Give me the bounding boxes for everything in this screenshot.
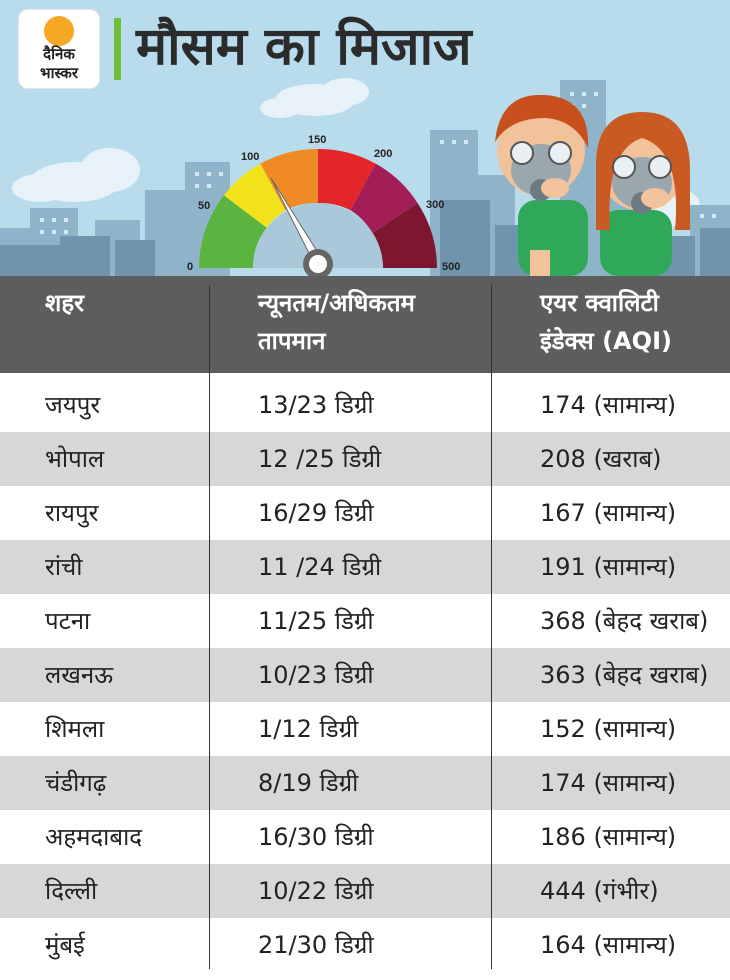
table-row: शिमला 1/12 डिग्री 152 (सामान्य) bbox=[0, 702, 730, 756]
table-row: लखनऊ 10/23 डिग्री 363 (बेहद खराब) bbox=[0, 648, 730, 702]
kid-boy-illustration bbox=[495, 94, 589, 276]
temperature-cell: 12 /25 डिग्री bbox=[258, 445, 382, 473]
temperature-cell: 13/23 डिग्री bbox=[258, 391, 374, 419]
table-row: जयपुर 13/23 डिग्री 174 (सामान्य) bbox=[0, 378, 730, 432]
header-temperature: न्यूनतम/अधिकतम तापमान bbox=[258, 289, 415, 355]
aqi-cell: 167 (सामान्य) bbox=[540, 499, 677, 527]
logo-text-line2: भास्कर bbox=[40, 64, 78, 82]
column-divider bbox=[209, 285, 210, 969]
table-row: मुंबई 21/30 डिग्री 164 (सामान्य) bbox=[0, 918, 730, 972]
city-cell: चंडीगढ़ bbox=[45, 769, 107, 797]
aqi-cell: 174 (सामान्य) bbox=[540, 769, 677, 797]
temperature-cell: 8/19 डिग्री bbox=[258, 769, 359, 797]
city-cell: शिमला bbox=[45, 715, 105, 743]
temperature-cell: 16/30 डिग्री bbox=[258, 823, 374, 851]
gauge-label-50: 50 bbox=[198, 200, 210, 212]
temperature-cell: 1/12 डिग्री bbox=[258, 715, 359, 743]
column-divider bbox=[491, 285, 492, 969]
sun-icon bbox=[44, 16, 74, 46]
header-city: शहर bbox=[45, 289, 84, 317]
city-cell: भोपाल bbox=[45, 445, 105, 473]
gauge-label-500: 500 bbox=[442, 261, 460, 273]
table-row: दिल्ली 10/22 डिग्री 444 (गंभीर) bbox=[0, 864, 730, 918]
aqi-cell: 368 (बेहद खराब) bbox=[540, 607, 709, 635]
aqi-cell: 152 (सामान्य) bbox=[540, 715, 677, 743]
header-banner: 0 50 100 150 200 300 500 bbox=[0, 0, 730, 276]
aqi-cell: 186 (सामान्य) bbox=[540, 823, 677, 851]
aqi-cell: 174 (सामान्य) bbox=[540, 391, 677, 419]
city-cell: दिल्ली bbox=[45, 877, 98, 905]
gauge-label-300: 300 bbox=[426, 199, 444, 211]
city-cell: मुंबई bbox=[45, 931, 85, 959]
aqi-cell: 164 (सामान्य) bbox=[540, 931, 677, 959]
city-cell: अहमदाबाद bbox=[45, 823, 143, 851]
title-accent-bar bbox=[114, 18, 121, 80]
table-row: भोपाल 12 /25 डिग्री 208 (खराब) bbox=[0, 432, 730, 486]
temperature-cell: 21/30 डिग्री bbox=[258, 931, 374, 959]
gauge-label-150: 150 bbox=[308, 134, 326, 146]
city-cell: पटना bbox=[45, 607, 91, 635]
aqi-cell: 191 (सामान्य) bbox=[540, 553, 677, 581]
city-cell: रांची bbox=[45, 553, 83, 581]
temperature-cell: 16/29 डिग्री bbox=[258, 499, 374, 527]
aqi-cell: 444 (गंभीर) bbox=[540, 877, 659, 905]
temperature-cell: 10/23 डिग्री bbox=[258, 661, 374, 689]
gauge-label-100: 100 bbox=[241, 151, 259, 163]
table-row: चंडीगढ़ 8/19 डिग्री 174 (सामान्य) bbox=[0, 756, 730, 810]
temperature-cell: 11 /24 डिग्री bbox=[258, 553, 382, 581]
gauge-label-200: 200 bbox=[374, 148, 392, 160]
table-header: शहर न्यूनतम/अधिकतम तापमान एयर क्वालिटी इ… bbox=[0, 276, 730, 373]
table-row: अहमदाबाद 16/30 डिग्री 186 (सामान्य) bbox=[0, 810, 730, 864]
kid-girl-illustration bbox=[595, 112, 690, 276]
city-skyline-illustration: 0 50 100 150 200 300 500 bbox=[0, 78, 730, 276]
city-cell: जयपुर bbox=[45, 391, 101, 419]
aqi-gauge bbox=[199, 148, 437, 276]
table-row: रांची 11 /24 डिग्री 191 (सामान्य) bbox=[0, 540, 730, 594]
gauge-label-0: 0 bbox=[187, 261, 193, 273]
page-title: मौसम का मिजाज bbox=[136, 17, 472, 77]
header-aqi: एयर क्वालिटी इंडेक्स (AQI) bbox=[540, 289, 672, 355]
city-cell: रायपुर bbox=[45, 499, 99, 527]
aqi-cell: 208 (खराब) bbox=[540, 445, 662, 473]
table-row: पटना 11/25 डिग्री 368 (बेहद खराब) bbox=[0, 594, 730, 648]
table-row: रायपुर 16/29 डिग्री 167 (सामान्य) bbox=[0, 486, 730, 540]
dainik-bhaskar-logo: दैनिक भास्कर bbox=[19, 10, 99, 88]
logo-text-line1: दैनिक bbox=[43, 45, 75, 63]
temperature-cell: 10/22 डिग्री bbox=[258, 877, 374, 905]
city-cell: लखनऊ bbox=[45, 661, 114, 689]
aqi-cell: 363 (बेहद खराब) bbox=[540, 661, 709, 689]
temperature-cell: 11/25 डिग्री bbox=[258, 607, 374, 635]
